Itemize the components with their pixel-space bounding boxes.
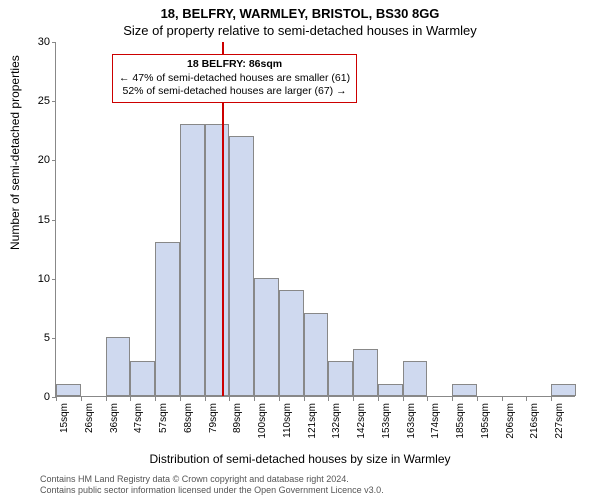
x-tick-mark <box>328 397 329 401</box>
y-tick-label: 0 <box>24 391 56 403</box>
histogram-bar <box>155 242 180 396</box>
x-tick-mark <box>502 397 503 401</box>
x-tick-mark <box>427 397 428 401</box>
histogram-bar <box>56 384 81 396</box>
x-tick-mark <box>56 397 57 401</box>
histogram-bar <box>106 337 131 396</box>
y-tick-label: 10 <box>24 273 56 285</box>
histogram-chart: 18, BELFRY, WARMLEY, BRISTOL, BS30 8GG S… <box>0 0 600 500</box>
histogram-bar <box>378 384 403 396</box>
histogram-bar <box>304 313 329 396</box>
x-tick-mark <box>254 397 255 401</box>
attribution-text: Contains HM Land Registry data © Crown c… <box>40 474 580 497</box>
annotation-line3: 52% of semi-detached houses are larger (… <box>119 85 350 99</box>
annotation-box: 18 BELFRY: 86sqm ← 47% of semi-detached … <box>112 54 357 103</box>
y-tick-label: 5 <box>24 332 56 344</box>
histogram-bar <box>229 136 254 396</box>
x-tick-label: 132sqm <box>331 403 342 439</box>
x-tick-mark <box>279 397 280 401</box>
y-tick-label: 15 <box>24 214 56 226</box>
x-tick-mark <box>403 397 404 401</box>
x-tick-label: 121sqm <box>307 403 318 439</box>
histogram-bar <box>551 384 576 396</box>
y-tick-label: 25 <box>24 95 56 107</box>
x-tick-mark <box>81 397 82 401</box>
x-tick-label: 110sqm <box>282 403 293 438</box>
attribution-line1: Contains HM Land Registry data © Crown c… <box>40 474 580 485</box>
x-tick-label: 163sqm <box>406 403 417 439</box>
x-tick-label: 15sqm <box>59 403 70 433</box>
chart-title-line1: 18, BELFRY, WARMLEY, BRISTOL, BS30 8GG <box>0 6 600 21</box>
x-tick-label: 227sqm <box>554 403 565 439</box>
x-tick-label: 216sqm <box>529 403 540 439</box>
x-tick-label: 185sqm <box>455 403 466 439</box>
x-tick-mark <box>378 397 379 401</box>
x-tick-mark <box>229 397 230 401</box>
x-tick-mark <box>526 397 527 401</box>
x-tick-label: 26sqm <box>84 403 95 433</box>
x-tick-mark <box>452 397 453 401</box>
x-tick-mark <box>155 397 156 401</box>
x-tick-label: 79sqm <box>208 403 219 433</box>
x-tick-mark <box>180 397 181 401</box>
attribution-line2: Contains public sector information licen… <box>40 485 580 496</box>
x-tick-mark <box>477 397 478 401</box>
histogram-bar <box>403 361 428 397</box>
x-tick-mark <box>130 397 131 401</box>
x-tick-label: 57sqm <box>158 403 169 433</box>
x-tick-mark <box>551 397 552 401</box>
x-tick-mark <box>205 397 206 401</box>
chart-title-line2: Size of property relative to semi-detach… <box>0 23 600 38</box>
histogram-bar <box>279 290 304 397</box>
y-tick-label: 30 <box>24 36 56 48</box>
x-tick-label: 142sqm <box>356 403 367 439</box>
x-tick-label: 89sqm <box>232 403 243 433</box>
histogram-bar <box>328 361 353 397</box>
plot-area: 05101520253015sqm26sqm36sqm47sqm57sqm68s… <box>55 42 575 397</box>
x-axis-label: Distribution of semi-detached houses by … <box>0 452 600 466</box>
x-tick-mark <box>353 397 354 401</box>
histogram-bar <box>180 124 205 396</box>
histogram-bar <box>130 361 155 397</box>
y-tick-label: 20 <box>24 154 56 166</box>
histogram-bar <box>353 349 378 396</box>
x-tick-label: 195sqm <box>480 403 491 439</box>
x-tick-label: 100sqm <box>257 403 268 439</box>
x-tick-label: 206sqm <box>505 403 516 439</box>
x-tick-label: 68sqm <box>183 403 194 433</box>
x-tick-label: 36sqm <box>109 403 120 433</box>
annotation-line1: 18 BELFRY: 86sqm <box>119 58 350 72</box>
x-tick-mark <box>304 397 305 401</box>
y-axis-label: Number of semi-detached properties <box>8 55 22 250</box>
x-tick-label: 174sqm <box>430 403 441 439</box>
x-tick-label: 153sqm <box>381 403 392 439</box>
annotation-line2: ← 47% of semi-detached houses are smalle… <box>119 72 350 86</box>
histogram-bar <box>452 384 477 396</box>
x-tick-label: 47sqm <box>133 403 144 433</box>
histogram-bar <box>254 278 279 396</box>
x-tick-mark <box>106 397 107 401</box>
histogram-bar <box>205 124 230 396</box>
